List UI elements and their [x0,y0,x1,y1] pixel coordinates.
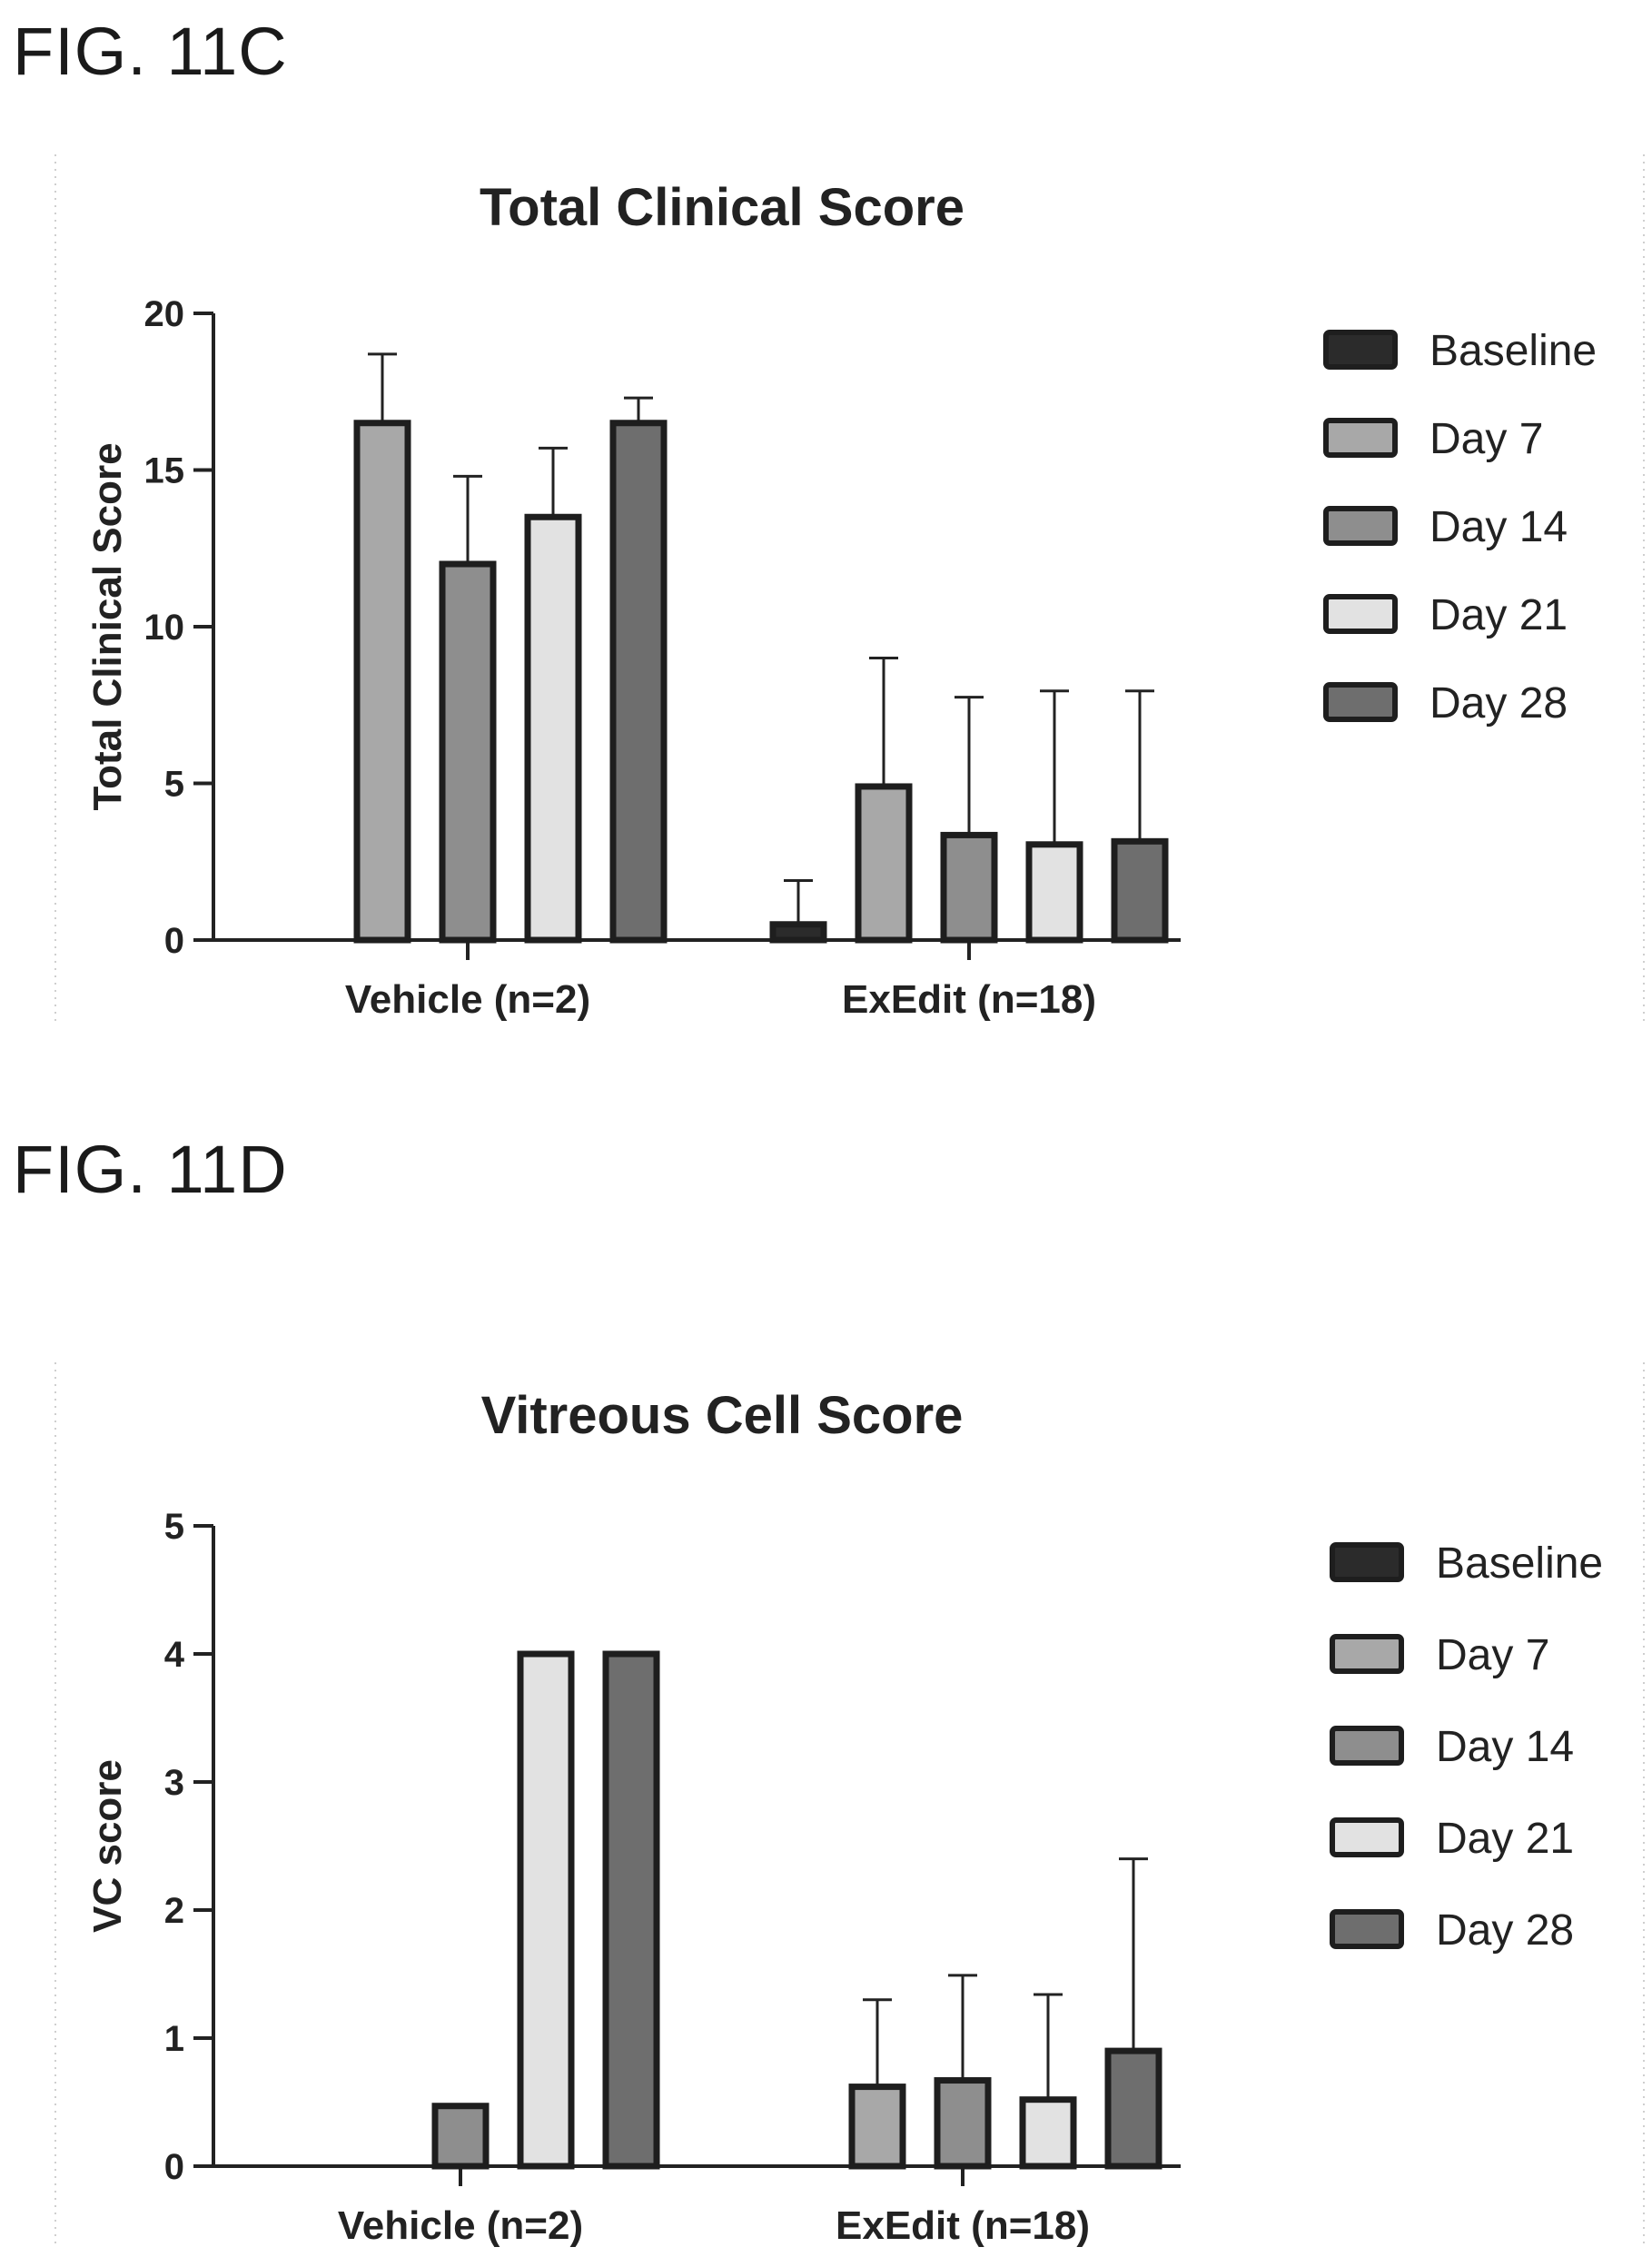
legend-swatch-baseline [1323,330,1398,370]
y-tick-label: 2 [164,1891,184,1931]
legend-label-day-28: Day 28 [1429,679,1568,728]
y-tick-label: 5 [164,765,184,805]
chart-title: Total Clinical Score [480,178,964,237]
bar-day-7-vehicle-n-2 [353,420,411,944]
bar-day-14-exedit-n-18 [940,831,998,944]
legend-label-day-14: Day 14 [1429,503,1568,551]
bar-day-14-exedit-n-18 [934,2077,992,2170]
bar-day-21-vehicle-n-2 [524,513,582,944]
y-axis-title: Total Clinical Score [85,442,130,810]
legend-swatch-day-28 [1330,1909,1404,1949]
y-tick-label: 10 [144,608,185,648]
bar-day-28-exedit-n-18 [1111,837,1169,944]
legend-label-baseline: Baseline [1436,1539,1603,1588]
legend-swatch-day-7 [1323,418,1398,458]
y-tick-label: 15 [144,451,185,491]
y-tick-label: 4 [164,1635,185,1675]
bar-day-21-exedit-n-18 [1025,841,1083,944]
bar-day-28-exedit-n-18 [1104,2047,1162,2170]
figure-label-11c: FIG. 11C [13,14,288,89]
y-axis-title: VC score [85,1759,130,1933]
bar-day-7-exedit-n-18 [855,783,913,944]
legend-swatch-day-21 [1330,1817,1404,1857]
chart-panel-total-clinical-score: Total Clinical Score Total Clinical Score… [50,127,1652,1126]
y-tick-label: 0 [164,2147,184,2187]
legend-swatch-baseline [1330,1542,1404,1582]
chart-panel-vitreous-cell-score: Vitreous Cell Score VC score 0 1 2 3 4 5 Vehicle… [50,1335,1652,2257]
bar-baseline-exedit-n-18 [769,921,827,944]
legend-label-day-21: Day 21 [1429,591,1568,639]
legend-label-day-21: Day 21 [1436,1815,1574,1863]
y-tick-label: 3 [164,1763,184,1803]
legend-label-baseline: Baseline [1429,327,1597,375]
legend-swatch-day-28 [1323,682,1398,722]
bar-day-28-vehicle-n-2 [602,1650,660,2170]
y-tick-label: 0 [164,921,184,961]
legend-label-day-7: Day 7 [1436,1631,1549,1679]
legend-swatch-day-14 [1323,506,1398,546]
legend-swatch-day-7 [1330,1634,1404,1674]
bar-day-14-vehicle-n-2 [439,560,497,944]
chart-title: Vitreous Cell Score [481,1386,964,1445]
bar-day-28-vehicle-n-2 [609,420,668,944]
bar-day-21-vehicle-n-2 [517,1650,575,2170]
legend-swatch-day-21 [1323,594,1398,634]
x-category-label: ExEdit (n=18) [842,977,1096,1022]
figure-label-11d: FIG. 11D [13,1132,288,1207]
x-category-label: Vehicle (n=2) [345,977,590,1022]
legend-label-day-7: Day 7 [1429,415,1543,463]
bar-day-14-vehicle-n-2 [431,2103,490,2170]
chart-vitreous-cell-score: Vitreous Cell Score VC score 0 1 2 3 4 5 Vehicle… [54,1362,1645,2248]
y-tick-label: 5 [164,1507,184,1547]
legend-label-day-14: Day 14 [1436,1723,1574,1771]
bar-day-21-exedit-n-18 [1019,2096,1077,2170]
x-category-label: ExEdit (n=18) [836,2203,1090,2248]
legend-swatch-day-14 [1330,1726,1404,1766]
x-category-label: Vehicle (n=2) [338,2203,583,2248]
y-tick-label: 1 [164,2019,184,2059]
y-tick-label: 20 [144,294,185,334]
chart-total-clinical-score: Total Clinical Score Total Clinical Score… [54,154,1645,1026]
legend-label-day-28: Day 28 [1436,1906,1574,1955]
bar-day-7-exedit-n-18 [848,2084,906,2170]
